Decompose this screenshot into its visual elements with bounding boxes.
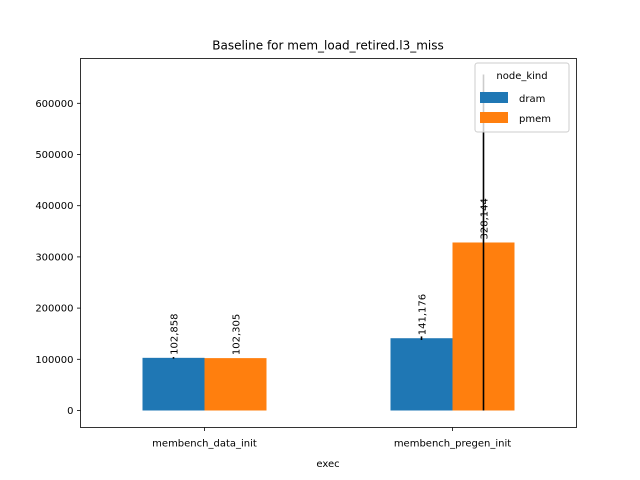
x-tick-label: membench_data_init	[152, 439, 257, 450]
y-tick-label: 0	[67, 406, 73, 417]
data-label-pmem-2: 328,144	[480, 198, 491, 239]
data-label-dram-2: 141,176	[418, 294, 429, 335]
plot-frame	[80, 58, 577, 428]
y-tick-label: 500000	[35, 150, 73, 161]
chart-title: Baseline for mem_load_retired.l3_miss	[212, 39, 444, 53]
y-tick-label: 300000	[35, 252, 73, 263]
x-tick-label: membench_pregen_init	[394, 439, 511, 450]
bar-pmem-1	[204, 358, 267, 411]
y-tick-label: 200000	[35, 304, 73, 315]
y-tick-label: 400000	[35, 201, 73, 212]
y-axis: 0 100000 200000 300000 400000 500000 600000	[35, 99, 81, 417]
legend-label-dram: dram	[519, 94, 545, 105]
legend-swatch-dram	[480, 92, 508, 103]
legend-label-pmem: pmem	[519, 114, 551, 125]
data-labels: 102,858 141,176 102,305 328,144	[170, 198, 491, 355]
y-tick-label: 600000	[35, 99, 73, 110]
x-axis: membench_data_init membench_pregen_init	[152, 427, 511, 450]
legend-swatch-pmem	[480, 112, 508, 123]
bar-dram-1	[142, 357, 205, 411]
chart-marks	[142, 74, 515, 411]
x-axis-label: exec	[316, 459, 339, 470]
bar-dram-2	[390, 338, 453, 411]
y-tick-label: 100000	[35, 355, 73, 366]
data-label-dram-1: 102,858	[170, 313, 181, 354]
legend-title: node_kind	[496, 71, 547, 82]
data-label-pmem-1: 102,305	[232, 314, 243, 355]
